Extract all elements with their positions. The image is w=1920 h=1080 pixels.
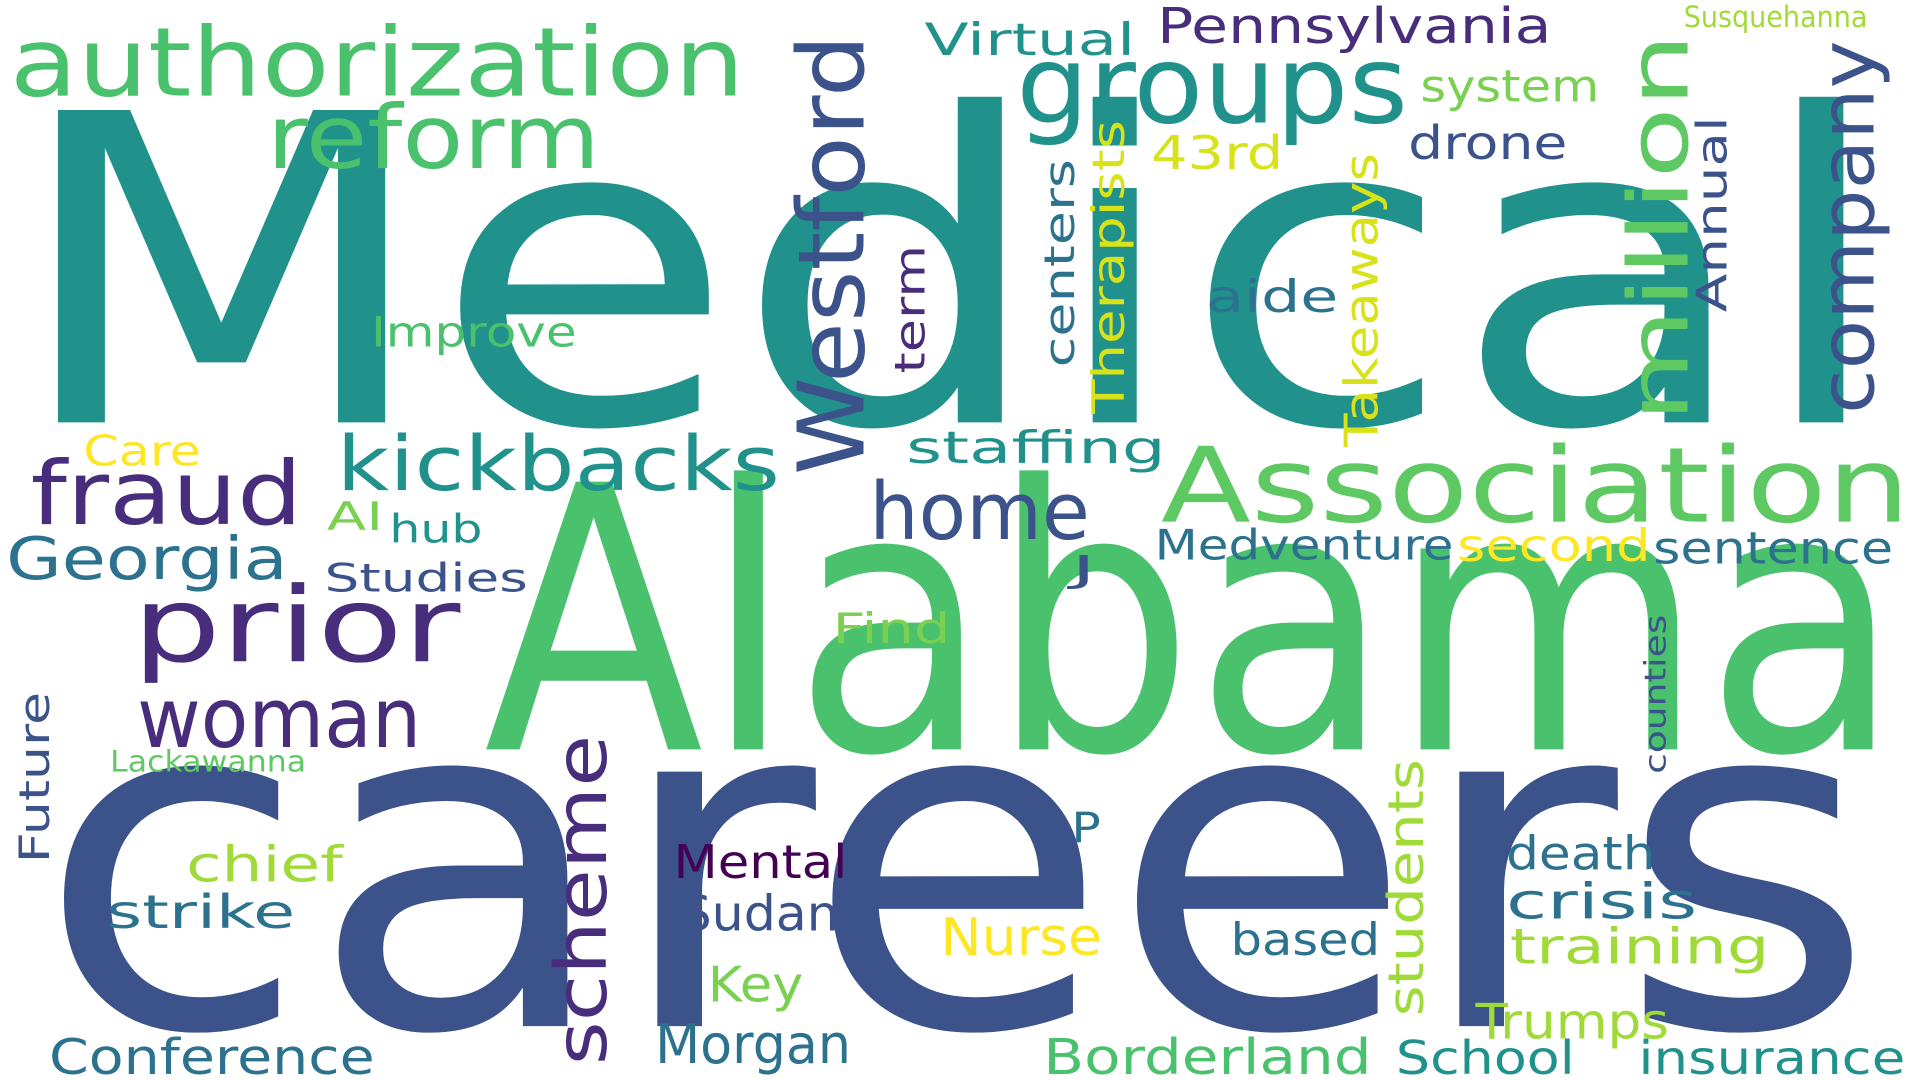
cloud-word-mental: Mental [674,835,848,889]
cloud-word-sudan: Sudan [680,886,839,943]
cloud-word-aide: aide [1206,272,1338,323]
cloud-word-school: School [1396,1031,1575,1080]
cloud-word-scheme: scheme [540,735,623,1066]
cloud-word-based: based [1231,915,1380,966]
cloud-word-association: Association [1161,425,1910,547]
cloud-word-find: Find [833,604,951,653]
cloud-word-morgan: Morgan [655,1013,851,1076]
cloud-word-takeaways: Takeaways [1335,153,1389,448]
cloud-word-therapists: Therapists [1084,120,1135,415]
cloud-word-centers: centers [1035,159,1084,367]
cloud-word-virtual: Virtual [925,15,1136,66]
cloud-word-million: million [1610,33,1707,422]
cloud-word-key: Key [708,957,804,1014]
cloud-word-p: P [1071,803,1100,852]
cloud-word-careers: careers [37,594,1876,1080]
cloud-word-authorization: authorization [10,7,745,119]
cloud-word-43rd: 43rd [1151,126,1283,180]
cloud-word-drone: drone [1408,116,1567,170]
cloud-word-system: system [1420,62,1599,113]
cloud-word-term: term [886,245,935,374]
cloud-word-alabama: Alabama [484,408,1902,836]
cloud-word-georgia: Georgia [6,524,288,593]
cloud-word-westford: Westford [778,34,885,475]
cloud-word-counties: counties [1638,615,1672,774]
cloud-word-staffing: staffing [906,423,1166,474]
cloud-word-crisis: crisis [1506,873,1697,930]
cloud-word-death: death [1506,826,1655,880]
cloud-word-pennsylvania: Pennsylvania [1157,0,1551,55]
cloud-word-lackawanna: Lackawanna [110,744,306,778]
cloud-word-woman: woman [137,670,421,767]
cloud-word-second: second [1457,521,1651,572]
cloud-word-hub: hub [389,507,482,552]
cloud-word-training: training [1510,919,1770,976]
cloud-word-groups: groups [1016,23,1408,148]
cloud-word-chief: chief [186,837,345,894]
cloud-word-conference: Conference [49,1029,375,1080]
cloud-word-strike: strike [107,885,296,939]
cloud-word-future: Future [10,692,59,863]
cloud-word-company: company [1804,40,1892,414]
cloud-word-susquehanna: Susquehanna [1684,0,1868,34]
cloud-word-borderland: Borderland [1043,1029,1371,1080]
cloud-word-home: home [869,465,1089,558]
cloud-word-reform: reform [267,86,600,189]
cloud-word-trumps: Trumps [1474,993,1669,1050]
cloud-word-students: students [1378,759,1435,1016]
cloud-word-fraud: fraud [31,442,303,545]
cloud-word-prior: prior [132,564,460,686]
cloud-word-studies: Studies [325,556,528,601]
cloud-word-kickbacks: kickbacks [337,420,780,508]
cloud-word-sentence: sentence [1653,523,1893,574]
cloud-word-j: J [1067,548,1096,591]
cloud-word-nurse: Nurse [940,908,1102,968]
cloud-word-annual: Annual [1688,116,1737,312]
cloud-word-improve: Improve [371,308,577,357]
cloud-word-care: Care [83,426,201,475]
cloud-word-medical: Medical [10,25,1890,524]
cloud-word-ai: AI [327,495,383,540]
cloud-word-medventure: Medventure [1155,521,1454,570]
cloud-word-insurance: insurance [1638,1031,1905,1080]
